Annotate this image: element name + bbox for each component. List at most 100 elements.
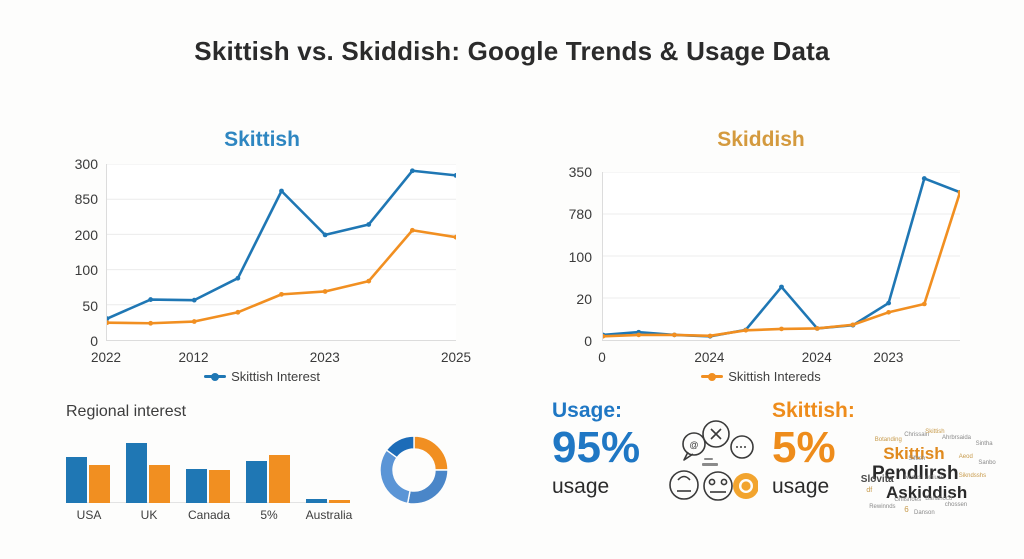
series-point bbox=[148, 297, 154, 302]
bar-category-label: 5% bbox=[260, 508, 278, 522]
series-point bbox=[235, 309, 241, 315]
word-cloud-word: Skittish bbox=[925, 428, 945, 435]
speech-bubble-dots-icon bbox=[730, 435, 754, 459]
series-point bbox=[814, 326, 820, 331]
word-cloud-word: Sintha bbox=[975, 441, 993, 448]
skiddish-legend: Skittish Intereds bbox=[556, 368, 966, 384]
word-cloud-word: Nosus bbox=[904, 474, 922, 481]
bar-group: 5% bbox=[246, 435, 292, 522]
usage-donut-chart bbox=[368, 424, 460, 516]
donut-segment bbox=[379, 449, 411, 505]
word-cloud-word: Ghlisnoes bbox=[894, 496, 922, 503]
x-tick-label: 2012 bbox=[178, 350, 209, 365]
usage-stat-value: 95% bbox=[552, 423, 641, 472]
series-point bbox=[921, 176, 927, 181]
svg-text:@: @ bbox=[689, 440, 698, 450]
word-cloud-word: Pendlirsh bbox=[872, 463, 959, 485]
word-cloud-word: Askiddish bbox=[886, 483, 968, 503]
bar-skittish bbox=[126, 443, 147, 503]
donut-segment bbox=[385, 435, 415, 459]
series-point bbox=[707, 333, 713, 339]
skiddish-line-series bbox=[603, 172, 960, 339]
skiddish-chart: Skiddish 0 20 100 780 350 0 2024 2024 2023 Skit… bbox=[556, 128, 966, 388]
legend-swatch-orange bbox=[701, 372, 724, 381]
y-tick-label: 350 bbox=[568, 164, 592, 180]
skiddish-plot-area bbox=[602, 172, 960, 341]
series-point bbox=[921, 301, 927, 307]
bar-group: Canada bbox=[186, 435, 232, 522]
series-line bbox=[603, 178, 960, 336]
series-point bbox=[409, 227, 415, 233]
skiddish-chart-title: Skiddish bbox=[717, 128, 805, 151]
series-point bbox=[191, 319, 197, 324]
series-point bbox=[886, 310, 892, 315]
emoji-neutral-face-icon bbox=[703, 471, 733, 501]
skittish-plot-area bbox=[106, 164, 456, 341]
regional-interest-heading: Regional interest bbox=[66, 403, 187, 420]
word-cloud-word: df bbox=[866, 487, 873, 495]
series-point bbox=[957, 190, 960, 195]
word-cloud-word: Aeod bbox=[958, 453, 973, 460]
series-point bbox=[671, 332, 677, 338]
bar-category-label: Australia bbox=[305, 508, 353, 522]
word-cloud-word: Sifttsh bbox=[908, 455, 926, 462]
x-tick-label: 2024 bbox=[694, 350, 725, 365]
word-cloud-word: Ahrbrsaida bbox=[942, 434, 972, 441]
series-point bbox=[453, 234, 456, 240]
x-tick-label: 2023 bbox=[309, 350, 340, 365]
word-cloud-word: uctiuss bbox=[925, 474, 944, 481]
series-point bbox=[279, 188, 284, 194]
series-point bbox=[636, 332, 642, 338]
series-point bbox=[850, 322, 856, 328]
word-cloud-word: chossen bbox=[944, 502, 968, 508]
word-cloud-word: 6 bbox=[904, 505, 909, 515]
scribble-line bbox=[702, 463, 718, 466]
legend-label-skittish-intereds: Skittish Intereds bbox=[728, 369, 821, 385]
x-tick-label: 2023 bbox=[873, 350, 904, 365]
series-line bbox=[107, 230, 456, 323]
series-point bbox=[366, 278, 372, 284]
speech-bubble-emoji-cluster: @ bbox=[666, 418, 759, 506]
x-tick-label: 2024 bbox=[801, 350, 832, 365]
usage-stat-label: Usage: bbox=[552, 399, 623, 422]
bar-category-label: Canada bbox=[187, 508, 231, 522]
y-tick-label: 780 bbox=[568, 206, 592, 223]
emoji-cluster-svg: @ bbox=[669, 420, 759, 501]
series-point bbox=[779, 284, 784, 290]
series-point bbox=[107, 320, 110, 326]
bar-category-label: UK bbox=[140, 508, 158, 522]
series-point bbox=[322, 289, 328, 294]
word-cloud-word: Botanding bbox=[874, 436, 902, 443]
bar-group: Australia bbox=[306, 435, 352, 522]
usage-stat: Usage: 95% usage bbox=[552, 400, 672, 498]
donut-segment bbox=[413, 435, 449, 471]
emoji-face-icon bbox=[669, 470, 699, 500]
y-tick-label: 50 bbox=[82, 297, 98, 314]
page-title: Skittish vs. Skiddish: Google Trends & U… bbox=[194, 36, 830, 66]
word-cloud: Skittish Pendlirsh Askiddish Slovita Chrissa… bbox=[858, 418, 998, 523]
skittish-chart: Skittish 0 50 100 200 850 300 2022 2012 2023 202… bbox=[62, 128, 471, 388]
y-tick-label: 300 bbox=[74, 156, 98, 172]
bar-skittish bbox=[246, 460, 267, 503]
series-point bbox=[235, 275, 241, 281]
regional-interest-chart: Regional interest USA UK Canada 5% Australia bbox=[66, 403, 366, 523]
gear-flower-icon bbox=[733, 473, 759, 499]
bar-skiddish bbox=[209, 470, 230, 503]
usage-stat-sub: usage bbox=[552, 475, 610, 499]
legend-swatch-blue bbox=[204, 372, 227, 381]
y-tick-label: 0 bbox=[584, 333, 592, 349]
series-point bbox=[779, 326, 784, 332]
series-point bbox=[743, 328, 749, 333]
y-tick-label: 100 bbox=[74, 262, 98, 279]
x-tick-label: 2025 bbox=[440, 350, 472, 365]
skittish-stat-label: Skittish: bbox=[772, 399, 855, 422]
donut-svg bbox=[379, 435, 449, 505]
bar-skiddish bbox=[269, 455, 290, 503]
bar-skittish bbox=[306, 498, 327, 503]
skittish-line-series bbox=[107, 164, 456, 326]
skittish-stat-sub: usage bbox=[772, 475, 830, 499]
skittish-legend: Skittish Interest bbox=[62, 368, 462, 384]
skittish-stat: Skittish: 5% usage bbox=[772, 400, 882, 498]
word-cloud-word: Rewinnds bbox=[869, 504, 896, 511]
series-point bbox=[886, 300, 892, 306]
